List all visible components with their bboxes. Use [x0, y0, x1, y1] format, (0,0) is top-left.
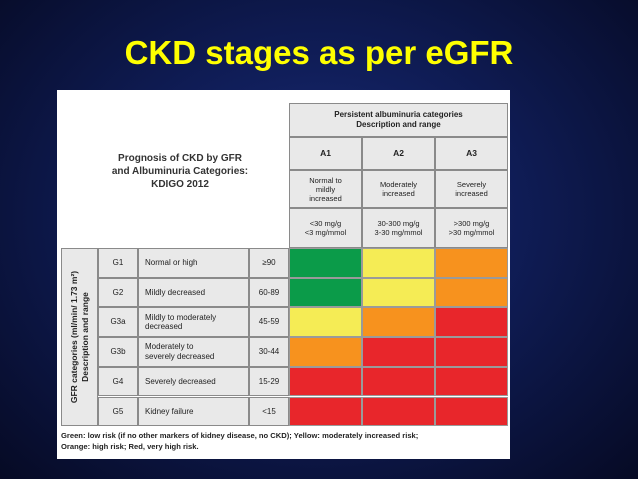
albuminuria-code: A3: [435, 137, 508, 170]
risk-legend-footnote: Green: low risk (if no other markers of …: [61, 431, 506, 452]
gfr-range: 45-59: [249, 307, 289, 338]
gfr-description-text: Mildly to moderately decreased: [145, 313, 216, 332]
risk-cell-yellow: [362, 277, 435, 308]
albuminuria-description-line: Severely: [456, 180, 487, 189]
albuminuria-range-line: >300 mg/g: [453, 219, 490, 228]
albuminuria-range-text: 30-300 mg/g 3-30 mg/mmol: [375, 219, 423, 237]
gfr-code: G1: [98, 248, 138, 278]
gfr-range: 60-89: [249, 277, 289, 308]
gfr-description-line: Severely decreased: [145, 376, 216, 386]
albuminuria-range-text: >300 mg/g >30 mg/mmol: [449, 219, 495, 237]
risk-cell-orange: [435, 248, 508, 278]
gfr-description: Kidney failure: [138, 396, 249, 427]
gfr-range: 30-44: [249, 337, 289, 367]
gfr-side-label-line: GFR categories (ml/min/ 1.73 m²): [68, 270, 79, 404]
albuminuria-description-line: Normal to: [309, 175, 342, 185]
gfr-side-label-line: Description and range: [79, 292, 90, 382]
risk-cell-red: [435, 307, 508, 338]
albuminuria-range-text: <30 mg/g <3 mg/mmol: [305, 219, 346, 237]
risk-cell-red: [362, 396, 435, 427]
albuminuria-description-line: Moderately: [379, 180, 418, 189]
risk-cell-red: [289, 396, 362, 427]
risk-cell-red: [289, 366, 362, 397]
gfr-description-line: Mildly to moderately: [145, 312, 217, 322]
risk-cell-orange: [435, 277, 508, 308]
albuminuria-description-text: Normal to mildly increased: [309, 176, 342, 203]
albuminuria-description: Moderately increased: [362, 170, 435, 208]
risk-cell-red: [362, 366, 435, 397]
kdigo-chart: Prognosis of CKD by GFR and Albuminuria …: [57, 90, 510, 459]
slide-title: CKD stages as per eGFR: [124, 34, 514, 71]
gfr-description-line: Mildly decreased: [145, 287, 206, 297]
prognosis-title: Prognosis of CKD by GFR and Albuminuria …: [75, 152, 285, 191]
albuminuria-range: >300 mg/g >30 mg/mmol: [435, 208, 508, 248]
albuminuria-code: A2: [362, 137, 435, 170]
prognosis-title-line: KDIGO 2012: [151, 179, 209, 190]
gfr-range: ≥90: [249, 248, 289, 278]
albuminuria-range-line: >30 mg/mmol: [448, 228, 495, 237]
risk-cell-green: [289, 248, 362, 278]
albuminuria-description-text: Moderately increased: [380, 180, 417, 198]
albuminuria-description-line: increased: [309, 193, 342, 203]
gfr-description: Mildly to moderately decreased: [138, 307, 249, 338]
gfr-range: 15-29: [249, 366, 289, 397]
risk-cell-red: [435, 396, 508, 427]
prognosis-title-line: Prognosis of CKD by GFR: [118, 153, 242, 164]
gfr-description: Mildly decreased: [138, 277, 249, 308]
albuminuria-range-line: <3 mg/mmol: [304, 228, 347, 237]
albuminuria-range-line: 3-30 mg/mmol: [374, 228, 423, 237]
gfr-description-line: decreased: [145, 322, 183, 332]
risk-cell-orange: [362, 307, 435, 338]
gfr-range: <15: [249, 396, 289, 427]
gfr-description: Normal or high: [138, 248, 249, 278]
albuminuria-header: Persistent albuminuria categories Descri…: [289, 103, 508, 137]
risk-cell-red: [435, 337, 508, 367]
risk-cell-red: [435, 366, 508, 397]
gfr-description-text: Kidney failure: [145, 407, 193, 417]
albuminuria-description: Normal to mildly increased: [289, 170, 362, 208]
albuminuria-description-line: mildly: [315, 184, 336, 194]
risk-cell-red: [362, 337, 435, 367]
prognosis-title-line: and Albuminuria Categories:: [111, 166, 249, 177]
albuminuria-range-line: 30-300 mg/g: [377, 219, 420, 228]
gfr-description: Severely decreased: [138, 366, 249, 397]
gfr-description-line: severely decreased: [145, 351, 215, 361]
albuminuria-header-line: Description and range: [356, 120, 441, 129]
footnote-line: Orange: high risk; Red, very high risk.: [61, 441, 199, 451]
gfr-code: G5: [98, 396, 138, 427]
gfr-description-line: Normal or high: [145, 258, 198, 268]
albuminuria-code: A1: [289, 137, 362, 170]
albuminuria-description-line: increased: [382, 189, 415, 198]
gfr-description-text: Normal or high: [145, 258, 197, 268]
gfr-description-text: Moderately to severely decreased: [145, 342, 214, 361]
gfr-description-text: Severely decreased: [145, 377, 216, 387]
gfr-description-line: Kidney failure: [145, 406, 194, 416]
gfr-code: G4: [98, 366, 138, 397]
gfr-code: G3a: [98, 307, 138, 338]
albuminuria-description: Severely increased: [435, 170, 508, 208]
gfr-code: G3b: [98, 337, 138, 367]
albuminuria-range-line: <30 mg/g: [309, 219, 342, 228]
risk-cell-yellow: [289, 307, 362, 338]
gfr-code: G2: [98, 277, 138, 308]
footnote-line: Green: low risk (if no other markers of …: [61, 431, 419, 440]
risk-cell-green: [289, 277, 362, 308]
albuminuria-description-text: Severely increased: [455, 180, 488, 198]
albuminuria-header-line: Persistent albuminuria categories: [334, 110, 463, 119]
risk-cell-yellow: [362, 248, 435, 278]
gfr-description-text: Mildly decreased: [145, 288, 205, 298]
albuminuria-description-line: increased: [455, 189, 488, 198]
risk-cell-orange: [289, 337, 362, 367]
gfr-description: Moderately to severely decreased: [138, 337, 249, 367]
gfr-side-label: GFR categories (ml/min/ 1.73 m²) Descrip…: [61, 248, 98, 426]
albuminuria-range: <30 mg/g <3 mg/mmol: [289, 208, 362, 248]
gfr-description-line: Moderately to: [145, 342, 194, 352]
albuminuria-range: 30-300 mg/g 3-30 mg/mmol: [362, 208, 435, 248]
